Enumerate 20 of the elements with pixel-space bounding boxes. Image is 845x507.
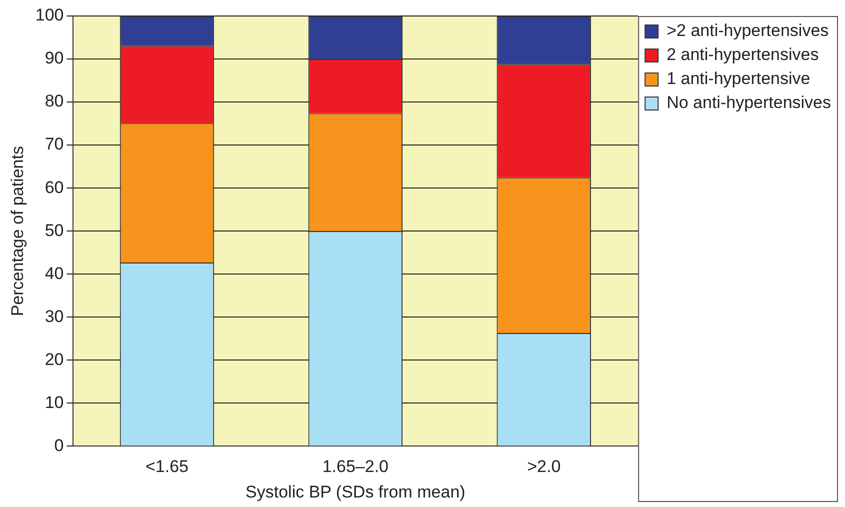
y-tick-label: 10 bbox=[44, 392, 64, 412]
y-tick-label: 100 bbox=[35, 6, 64, 25]
legend-label: >2 anti-hypertensives bbox=[666, 21, 829, 40]
y-tick-label: 20 bbox=[44, 350, 64, 369]
y-tick-label: 80 bbox=[44, 92, 64, 111]
y-tick-label: 30 bbox=[44, 306, 64, 326]
y-axis-title: Percentage of patients bbox=[8, 146, 27, 316]
legend-label: No anti-hypertensives bbox=[666, 93, 832, 112]
x-tick-label: <1.65 bbox=[145, 457, 188, 476]
y-tick-label: 50 bbox=[44, 220, 64, 240]
y-tick-label: 60 bbox=[44, 178, 64, 197]
y-tick-label: 0 bbox=[54, 436, 64, 455]
x-tick-label: >2.0 bbox=[527, 457, 561, 476]
legend-label: 1 anti-hypertensive bbox=[666, 69, 810, 88]
y-tick-label: 70 bbox=[44, 134, 64, 154]
x-axis-title: Systolic BP (SDs from mean) bbox=[246, 482, 466, 502]
y-tick-label: 90 bbox=[44, 48, 64, 68]
legend-label: 2 anti-hypertensives bbox=[666, 45, 819, 64]
x-tick-label: 1.65–2.0 bbox=[322, 457, 389, 476]
y-tick-label: 40 bbox=[44, 264, 64, 283]
